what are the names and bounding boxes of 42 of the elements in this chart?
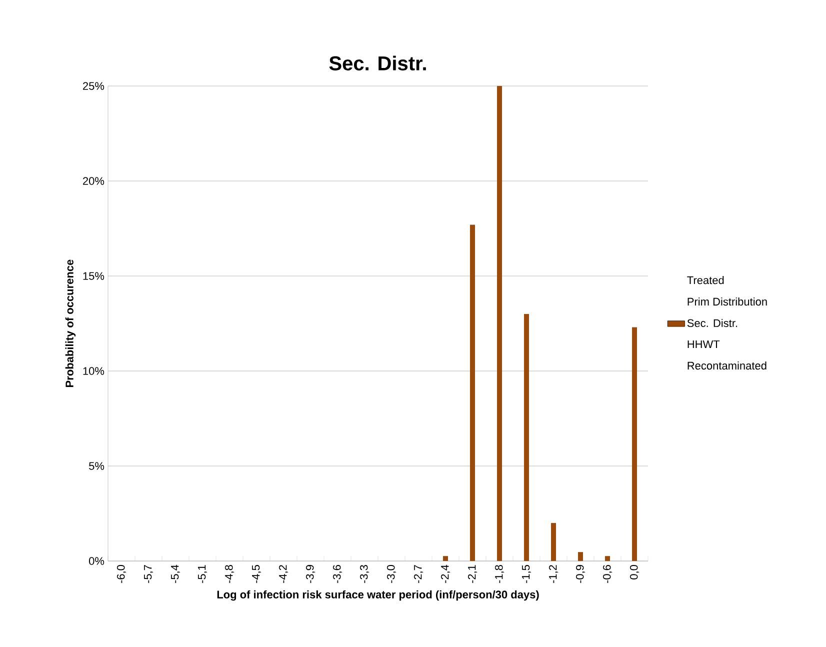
chart-title: Sec. Distr. bbox=[329, 56, 426, 70]
x-tick-label: -0,6 bbox=[602, 565, 612, 583]
text: Treated bbox=[687, 276, 724, 284]
bar bbox=[443, 556, 448, 561]
text: Prim Distribution bbox=[688, 297, 767, 306]
x-tick-label: -5,1 bbox=[198, 565, 207, 583]
bar bbox=[632, 327, 638, 561]
text: Recontaminated bbox=[688, 362, 766, 370]
bar bbox=[551, 523, 556, 561]
x-tick-label: -3,9 bbox=[306, 565, 316, 583]
text: HHWT bbox=[688, 340, 720, 348]
x-tick-label: -3,0 bbox=[386, 564, 396, 583]
x-tick-label: -4,2 bbox=[278, 565, 288, 583]
x-tick-label: -2,7 bbox=[414, 565, 424, 583]
x-tick-label: -4,5 bbox=[252, 565, 261, 583]
y-tick-label: 20% bbox=[83, 177, 104, 185]
bar bbox=[578, 552, 584, 561]
x-tick-label: 0,0 bbox=[630, 564, 640, 580]
x-tick-label: -5,7 bbox=[144, 565, 153, 583]
y-tick-label: 10% bbox=[83, 367, 104, 375]
bar bbox=[497, 86, 502, 561]
bar bbox=[470, 224, 476, 561]
x-tick-label: -1,2 bbox=[548, 565, 558, 583]
x-axis-title: Log of infection risk surface water period (inf/person/30 days) bbox=[217, 590, 539, 601]
y-tick-label: 25% bbox=[83, 82, 104, 90]
x-tick-label: -1,5 bbox=[522, 565, 531, 583]
x-tick-label: -0,9 bbox=[576, 565, 586, 583]
x-tick-label: -2,1 bbox=[468, 565, 478, 583]
legend-label: Sec. Distr. bbox=[687, 318, 738, 328]
x-tick-label: -3,6 bbox=[332, 565, 342, 583]
y-tick-label: 5% bbox=[89, 462, 104, 470]
x-tick-label: -2,4 bbox=[440, 564, 450, 583]
x-tick-label: -3,3 bbox=[360, 565, 370, 583]
x-tick-label: -5,4 bbox=[171, 564, 180, 583]
bar bbox=[524, 314, 530, 561]
y-tick-label: 0% bbox=[88, 557, 104, 565]
y-tick-label: 15% bbox=[83, 272, 104, 280]
bar bbox=[605, 556, 610, 561]
x-tick-label: -1,8 bbox=[494, 565, 504, 583]
x-tick-label: -6,0 bbox=[116, 564, 126, 583]
x-tick-label: -4,8 bbox=[224, 565, 234, 583]
y-axis-title: Probability of occurence bbox=[65, 260, 76, 387]
